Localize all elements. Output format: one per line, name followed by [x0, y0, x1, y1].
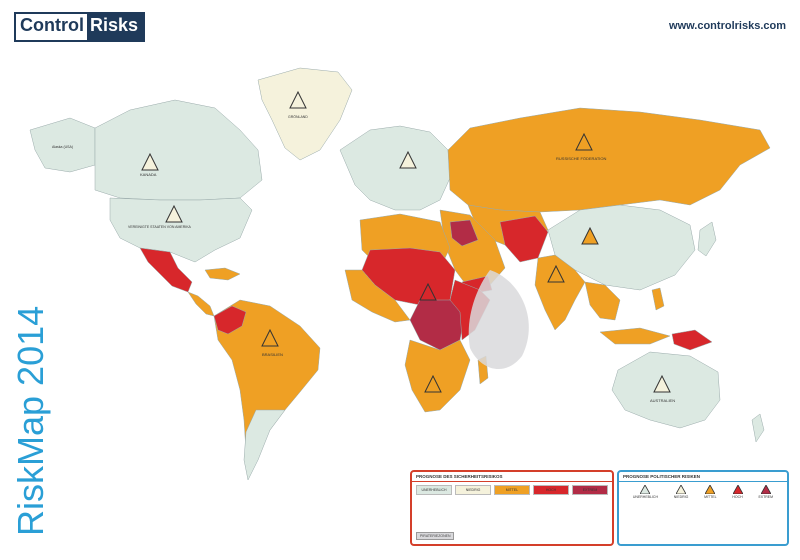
label-alaska: Alaska (USA) — [52, 145, 73, 149]
piracy-legend: PIRATERIEZONEN — [416, 532, 455, 540]
political-level-extreme: EXTREM — [758, 485, 773, 499]
region-indonesia — [599, 327, 671, 345]
region-europe — [339, 125, 451, 211]
security-level-high: HOCH — [533, 485, 569, 495]
political-level-label: EXTREM — [758, 495, 774, 499]
region-southeast-asia — [584, 281, 621, 321]
triangle-icon — [732, 485, 743, 494]
security-risk-legend: PROGNOSE DES SICHERHEITSRISIKOS UNERHEBL… — [410, 470, 614, 546]
political-risk-icons — [141, 90, 671, 393]
security-legend-keys: UNERHEBLICH NIEDRIG MITTEL HOCH EXTREM — [412, 482, 612, 498]
region-caribbean — [204, 267, 241, 281]
region-philippines — [651, 287, 665, 311]
security-level-insignificant: UNERHEBLICH — [416, 485, 452, 495]
political-legend-heading: PROGNOSE POLITISCHER RISIKEN — [619, 472, 787, 482]
triangle-icon — [640, 485, 651, 494]
region-central-america — [187, 291, 215, 317]
piracy-zone — [468, 270, 529, 370]
region-canada — [94, 99, 263, 201]
region-afghanistan-pakistan — [499, 215, 549, 263]
region-iraq-syria — [449, 219, 479, 247]
region-japan — [697, 221, 717, 257]
region-southern-africa — [404, 339, 471, 413]
region-papua — [671, 329, 713, 351]
political-risk-legend: PROGNOSE POLITISCHER RISIKEN UNERHEBLICH… — [617, 470, 789, 546]
region-west-africa — [344, 269, 411, 323]
political-level-insignificant: UNERHEBLICH — [633, 485, 658, 499]
region-colombia — [213, 305, 247, 335]
region-alaska — [29, 117, 96, 173]
political-level-label: NIEDRIG — [673, 495, 689, 499]
region-greenland — [257, 67, 353, 161]
political-level-label: UNERHEBLICH — [632, 495, 658, 499]
label-australia: AUSTRALIEN — [650, 398, 675, 403]
region-new-zealand — [751, 413, 765, 443]
political-level-high: HOCH — [732, 485, 743, 499]
brand-logo: Control Risks — [14, 12, 146, 42]
security-level-low: NIEDRIG — [455, 485, 491, 495]
brand-part2: Risks — [86, 14, 144, 40]
website-url[interactable]: www.controlrisks.com — [669, 20, 786, 32]
label-russia: RUSSISCHE FÖDERATION — [556, 156, 606, 161]
political-level-label: MITTEL — [704, 495, 717, 499]
political-level-label: HOCH — [732, 495, 743, 499]
region-india — [534, 254, 586, 331]
label-greenland: GRÖNLAND — [288, 115, 308, 119]
triangle-icon — [705, 485, 716, 494]
political-level-medium: MITTEL — [704, 485, 717, 499]
region-usa — [109, 197, 253, 263]
triangle-icon — [760, 485, 771, 494]
brand-part1: Control — [16, 14, 87, 40]
security-legend-heading: PROGNOSE DES SICHERHEITSRISIKOS — [412, 472, 612, 482]
label-brazil: BRASILIEN — [262, 352, 283, 357]
region-southern-cone — [243, 409, 286, 481]
region-russia — [447, 107, 771, 213]
security-level-extreme: EXTREM — [572, 485, 608, 495]
triangle-icon — [676, 485, 687, 494]
political-legend-keys: UNERHEBLICH NIEDRIG MITTEL HOCH EXTREM — [619, 482, 787, 499]
label-usa: VEREINIGTE STAATEN VON AMERIKA — [128, 225, 192, 229]
political-level-low: NIEDRIG — [673, 485, 689, 499]
security-level-medium: MITTEL — [494, 485, 530, 495]
label-canada: KANADA — [140, 172, 157, 177]
